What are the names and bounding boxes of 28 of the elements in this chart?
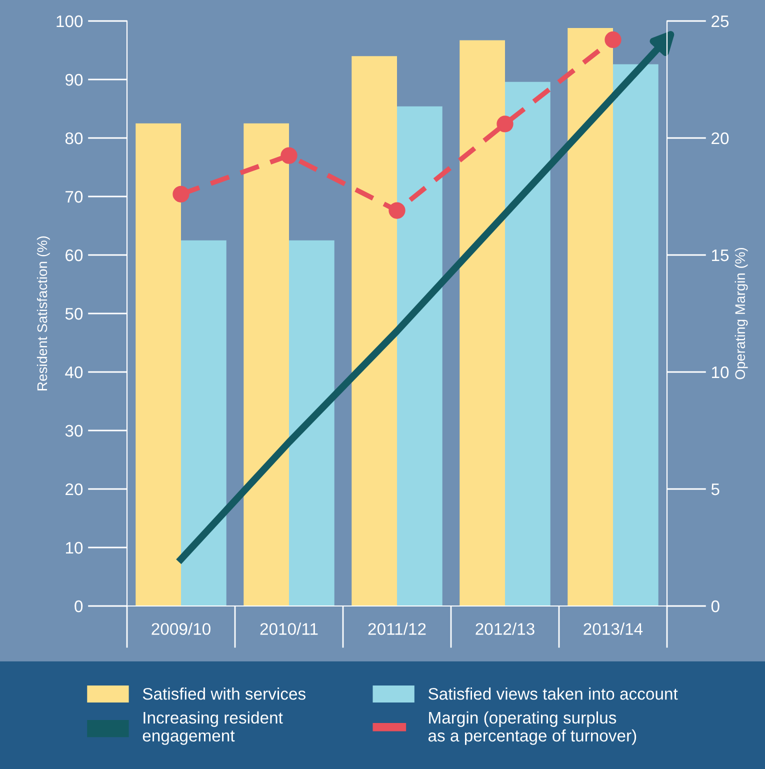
y-tick-label: 10	[66, 542, 83, 554]
legend-label: Increasing resident engagement	[142, 711, 283, 745]
y2-tick-label: 20	[712, 132, 729, 144]
y2-axis-title: Operating Margin (%)	[734, 248, 748, 380]
y-tick-label: 80	[65, 132, 83, 144]
y2-tick-label: 25	[712, 15, 729, 28]
x-tick-label: 2012/13	[476, 622, 534, 635]
x-tick-label: 2009/10	[152, 622, 210, 635]
y2-tick-label: 10	[712, 366, 729, 378]
y2-tick-label: 5	[711, 484, 720, 496]
y-tick-label: 50	[65, 308, 83, 320]
y-tick-label: 60	[66, 249, 83, 262]
y2-tick-label: 0	[711, 600, 720, 612]
legend-label: Satisfied views taken into account	[428, 688, 678, 700]
x-tick-label: 2013/14	[584, 622, 643, 635]
legend-label: Satisfied with services	[142, 688, 306, 700]
y-axis-title: Resident Satisfaction (%)	[36, 236, 50, 390]
y-tick-label: 20	[66, 483, 83, 496]
y-tick-label: 70	[66, 190, 83, 203]
y-tick-label: 100	[56, 15, 83, 28]
y-tick-label: 40	[65, 366, 83, 378]
y2-tick-label: 15	[712, 250, 729, 262]
y-tick-label: 30	[65, 424, 83, 437]
y-tick-label: 0	[74, 600, 83, 612]
x-tick-label: 2011/12	[368, 622, 426, 635]
x-tick-label: 2010/11	[260, 622, 318, 635]
y-tick-label: 90	[65, 74, 83, 86]
legend-label: Margin (operating surplus as a percentage of turnover)	[428, 711, 636, 745]
